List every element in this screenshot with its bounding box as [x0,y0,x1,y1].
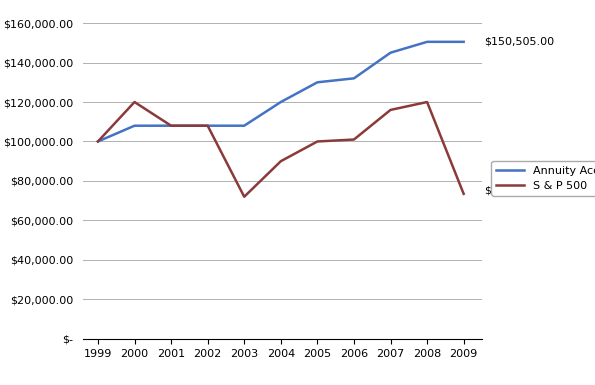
S & P 500 [350,137,358,142]
S & P 500 [131,100,138,104]
Annuity Account [95,139,102,144]
Annuity Account [350,76,358,81]
S & P 500 [277,159,284,164]
S & P 500 [168,123,175,128]
Line: Annuity Account: Annuity Account [98,42,464,142]
S & P 500 [460,192,467,196]
Annuity Account [204,123,211,128]
S & P 500 [240,194,248,199]
Annuity Account [168,123,175,128]
S & P 500 [95,139,102,144]
Line: S & P 500: S & P 500 [98,102,464,197]
Annuity Account [240,123,248,128]
Annuity Account [277,100,284,104]
S & P 500 [314,139,321,144]
Annuity Account [460,40,467,44]
S & P 500 [204,123,211,128]
Annuity Account [424,40,431,44]
Legend: Annuity Account, S & P 500: Annuity Account, S & P 500 [491,161,595,196]
Annuity Account [131,123,138,128]
Annuity Account [387,50,394,55]
S & P 500 [424,100,431,104]
Text: $73,459.00: $73,459.00 [484,186,547,196]
Annuity Account [314,80,321,85]
Text: $150,505.00: $150,505.00 [484,37,554,47]
S & P 500 [387,108,394,112]
